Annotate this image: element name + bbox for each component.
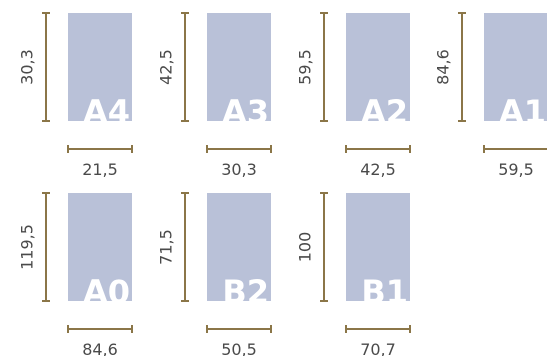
paper-b1-height-text: 100 <box>296 232 315 263</box>
paper-a2: A2 59,5 42,5 <box>296 12 411 179</box>
paper-a4-label: A4 <box>83 93 130 131</box>
paper-a3-height-text: 42,5 <box>157 49 176 85</box>
paper-b1-width-text: 70,7 <box>360 340 396 356</box>
paper-a1-height-text: 84,6 <box>434 49 453 85</box>
paper-a0-rect <box>68 193 132 301</box>
paper-b1-label: B1 <box>361 273 408 311</box>
paper-a4: A4 30,3 21,5 <box>18 12 133 179</box>
paper-a0-label: A0 <box>83 273 130 311</box>
paper-a4-height-text: 30,3 <box>18 49 37 85</box>
paper-b2-rect <box>207 193 271 301</box>
paper-b2-width-text: 50,5 <box>221 340 257 356</box>
paper-a2-rect <box>346 13 410 121</box>
paper-a4-width-text: 21,5 <box>82 160 118 179</box>
paper-a3-label: A3 <box>222 93 269 131</box>
paper-b2: B2 71,5 50,5 <box>157 192 272 356</box>
paper-a1-rect <box>484 13 547 121</box>
paper-a4-rect <box>68 13 132 121</box>
paper-a1-width-text: 59,5 <box>498 160 534 179</box>
paper-b1-rect <box>346 193 410 301</box>
paper-a0-height-text: 119,5 <box>18 224 37 270</box>
paper-a3-rect <box>207 13 271 121</box>
paper-a1-label: A1 <box>499 93 546 131</box>
paper-a2-height-text: 59,5 <box>296 49 315 85</box>
paper-a2-label: A2 <box>361 93 408 131</box>
paper-a0: A0 119,5 84,6 <box>18 192 133 356</box>
paper-a2-width-text: 42,5 <box>360 160 396 179</box>
paper-b2-label: B2 <box>222 273 269 311</box>
paper-b2-height-text: 71,5 <box>157 229 176 265</box>
paper-a0-width-text: 84,6 <box>82 340 118 356</box>
paper-a3: A3 42,5 30,3 <box>157 12 272 179</box>
paper-a3-width-text: 30,3 <box>221 160 257 179</box>
paper-b1: B1 100 70,7 <box>296 192 411 356</box>
paper-a1: A1 84,6 59,5 <box>434 12 547 179</box>
